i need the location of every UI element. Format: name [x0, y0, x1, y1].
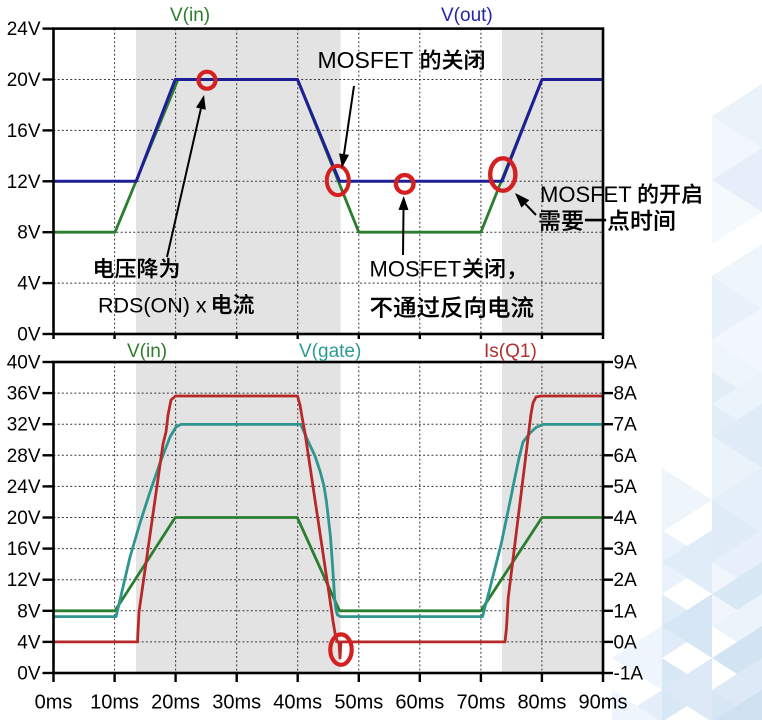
svg-text:4V: 4V — [17, 632, 41, 653]
svg-text:6A: 6A — [614, 446, 638, 467]
svg-text:V(in): V(in) — [170, 5, 210, 26]
svg-text:MOSFET: MOSFET — [370, 257, 462, 282]
svg-text:70ms: 70ms — [456, 692, 505, 714]
svg-text:5A: 5A — [614, 477, 638, 498]
svg-text:8A: 8A — [614, 384, 638, 405]
svg-text:20ms: 20ms — [151, 692, 200, 714]
svg-text:8V: 8V — [17, 601, 41, 622]
svg-text:60ms: 60ms — [395, 692, 444, 714]
svg-text:0V: 0V — [17, 664, 41, 685]
svg-text:MOSFET: MOSFET — [318, 47, 414, 73]
svg-text:12V: 12V — [7, 172, 41, 193]
svg-text:1A: 1A — [614, 601, 638, 622]
svg-text:16V: 16V — [7, 539, 41, 560]
svg-text:10ms: 10ms — [90, 692, 139, 714]
svg-text:8V: 8V — [17, 223, 41, 244]
svg-text:MOSFET: MOSFET — [540, 182, 632, 207]
svg-text:50ms: 50ms — [334, 692, 383, 714]
svg-text:2A: 2A — [614, 570, 638, 591]
svg-text:V(in): V(in) — [127, 341, 167, 362]
svg-text:36V: 36V — [7, 384, 41, 405]
svg-text:0V: 0V — [17, 325, 41, 346]
svg-text:40ms: 40ms — [273, 692, 322, 714]
svg-text:20V: 20V — [7, 70, 41, 91]
svg-text:4A: 4A — [614, 508, 638, 529]
svg-text:0A: 0A — [614, 632, 638, 653]
svg-text:28V: 28V — [7, 446, 41, 467]
svg-text:Is(Q1): Is(Q1) — [484, 341, 537, 362]
svg-text:4V: 4V — [17, 274, 41, 295]
svg-text:24V: 24V — [7, 477, 41, 498]
svg-text:9A: 9A — [614, 353, 638, 374]
svg-text:V(out): V(out) — [441, 5, 493, 26]
svg-text:12V: 12V — [7, 570, 41, 591]
svg-text:RDS(ON) x: RDS(ON) x — [98, 294, 207, 318]
svg-text:V(gate): V(gate) — [299, 341, 361, 362]
svg-text:16V: 16V — [7, 121, 41, 142]
svg-text:0ms: 0ms — [35, 692, 73, 714]
svg-text:30ms: 30ms — [212, 692, 261, 714]
svg-text:40V: 40V — [7, 353, 41, 374]
svg-text:32V: 32V — [7, 415, 41, 436]
svg-text:24V: 24V — [7, 19, 41, 40]
svg-text:-1A: -1A — [614, 664, 644, 685]
svg-text:80ms: 80ms — [517, 692, 566, 714]
svg-text:7A: 7A — [614, 415, 638, 436]
svg-text:3A: 3A — [614, 539, 638, 560]
svg-text:90ms: 90ms — [579, 692, 628, 714]
svg-text:20V: 20V — [7, 508, 41, 529]
